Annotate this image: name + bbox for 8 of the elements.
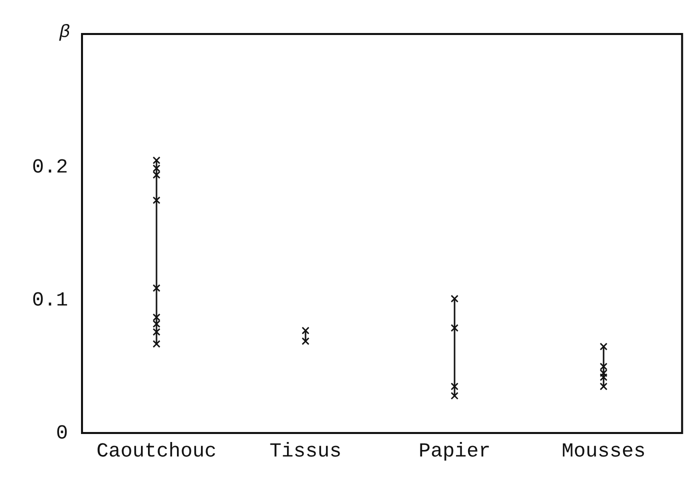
y-tick-label: 0.2 <box>32 156 68 180</box>
x-tick-label: Caoutchouc <box>96 440 217 464</box>
y-axis-title: β <box>58 22 70 43</box>
x-tick-label: Tissus <box>270 440 342 464</box>
x-tick-label: Papier <box>418 440 491 464</box>
y-tick-label: 0 <box>56 422 68 446</box>
x-tick-label: Mousses <box>562 440 646 464</box>
y-tick-label: 0.1 <box>32 289 68 312</box>
